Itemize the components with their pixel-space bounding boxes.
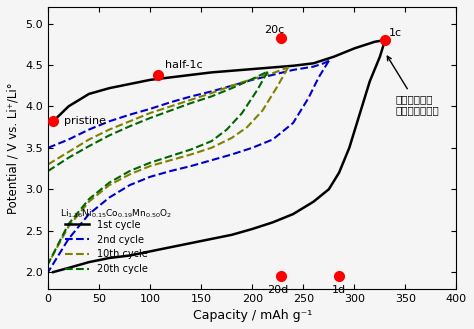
Legend: 1st cycle, 2nd cycle, 10th cycle, 20th cycle: 1st cycle, 2nd cycle, 10th cycle, 20th c… bbox=[61, 216, 152, 278]
Text: Li$_{1.16}$Ni$_{0.15}$Co$_{0.19}$Mn$_{0.50}$O$_2$: Li$_{1.16}$Ni$_{0.15}$Co$_{0.19}$Mn$_{0.… bbox=[60, 208, 173, 220]
Text: pristine: pristine bbox=[64, 116, 106, 126]
Text: 1c: 1c bbox=[389, 28, 402, 38]
Text: 20d: 20d bbox=[267, 285, 289, 295]
Text: 20c: 20c bbox=[264, 25, 284, 35]
Text: half-1c: half-1c bbox=[165, 60, 203, 70]
Text: 初期充電過程
（不可逆過程）: 初期充電過程 （不可逆過程） bbox=[387, 56, 439, 115]
Y-axis label: Potential / V vs. Li⁺/Li°: Potential / V vs. Li⁺/Li° bbox=[7, 82, 20, 214]
X-axis label: Capacity / mAh g⁻¹: Capacity / mAh g⁻¹ bbox=[192, 309, 312, 322]
Text: 1d: 1d bbox=[332, 285, 346, 295]
